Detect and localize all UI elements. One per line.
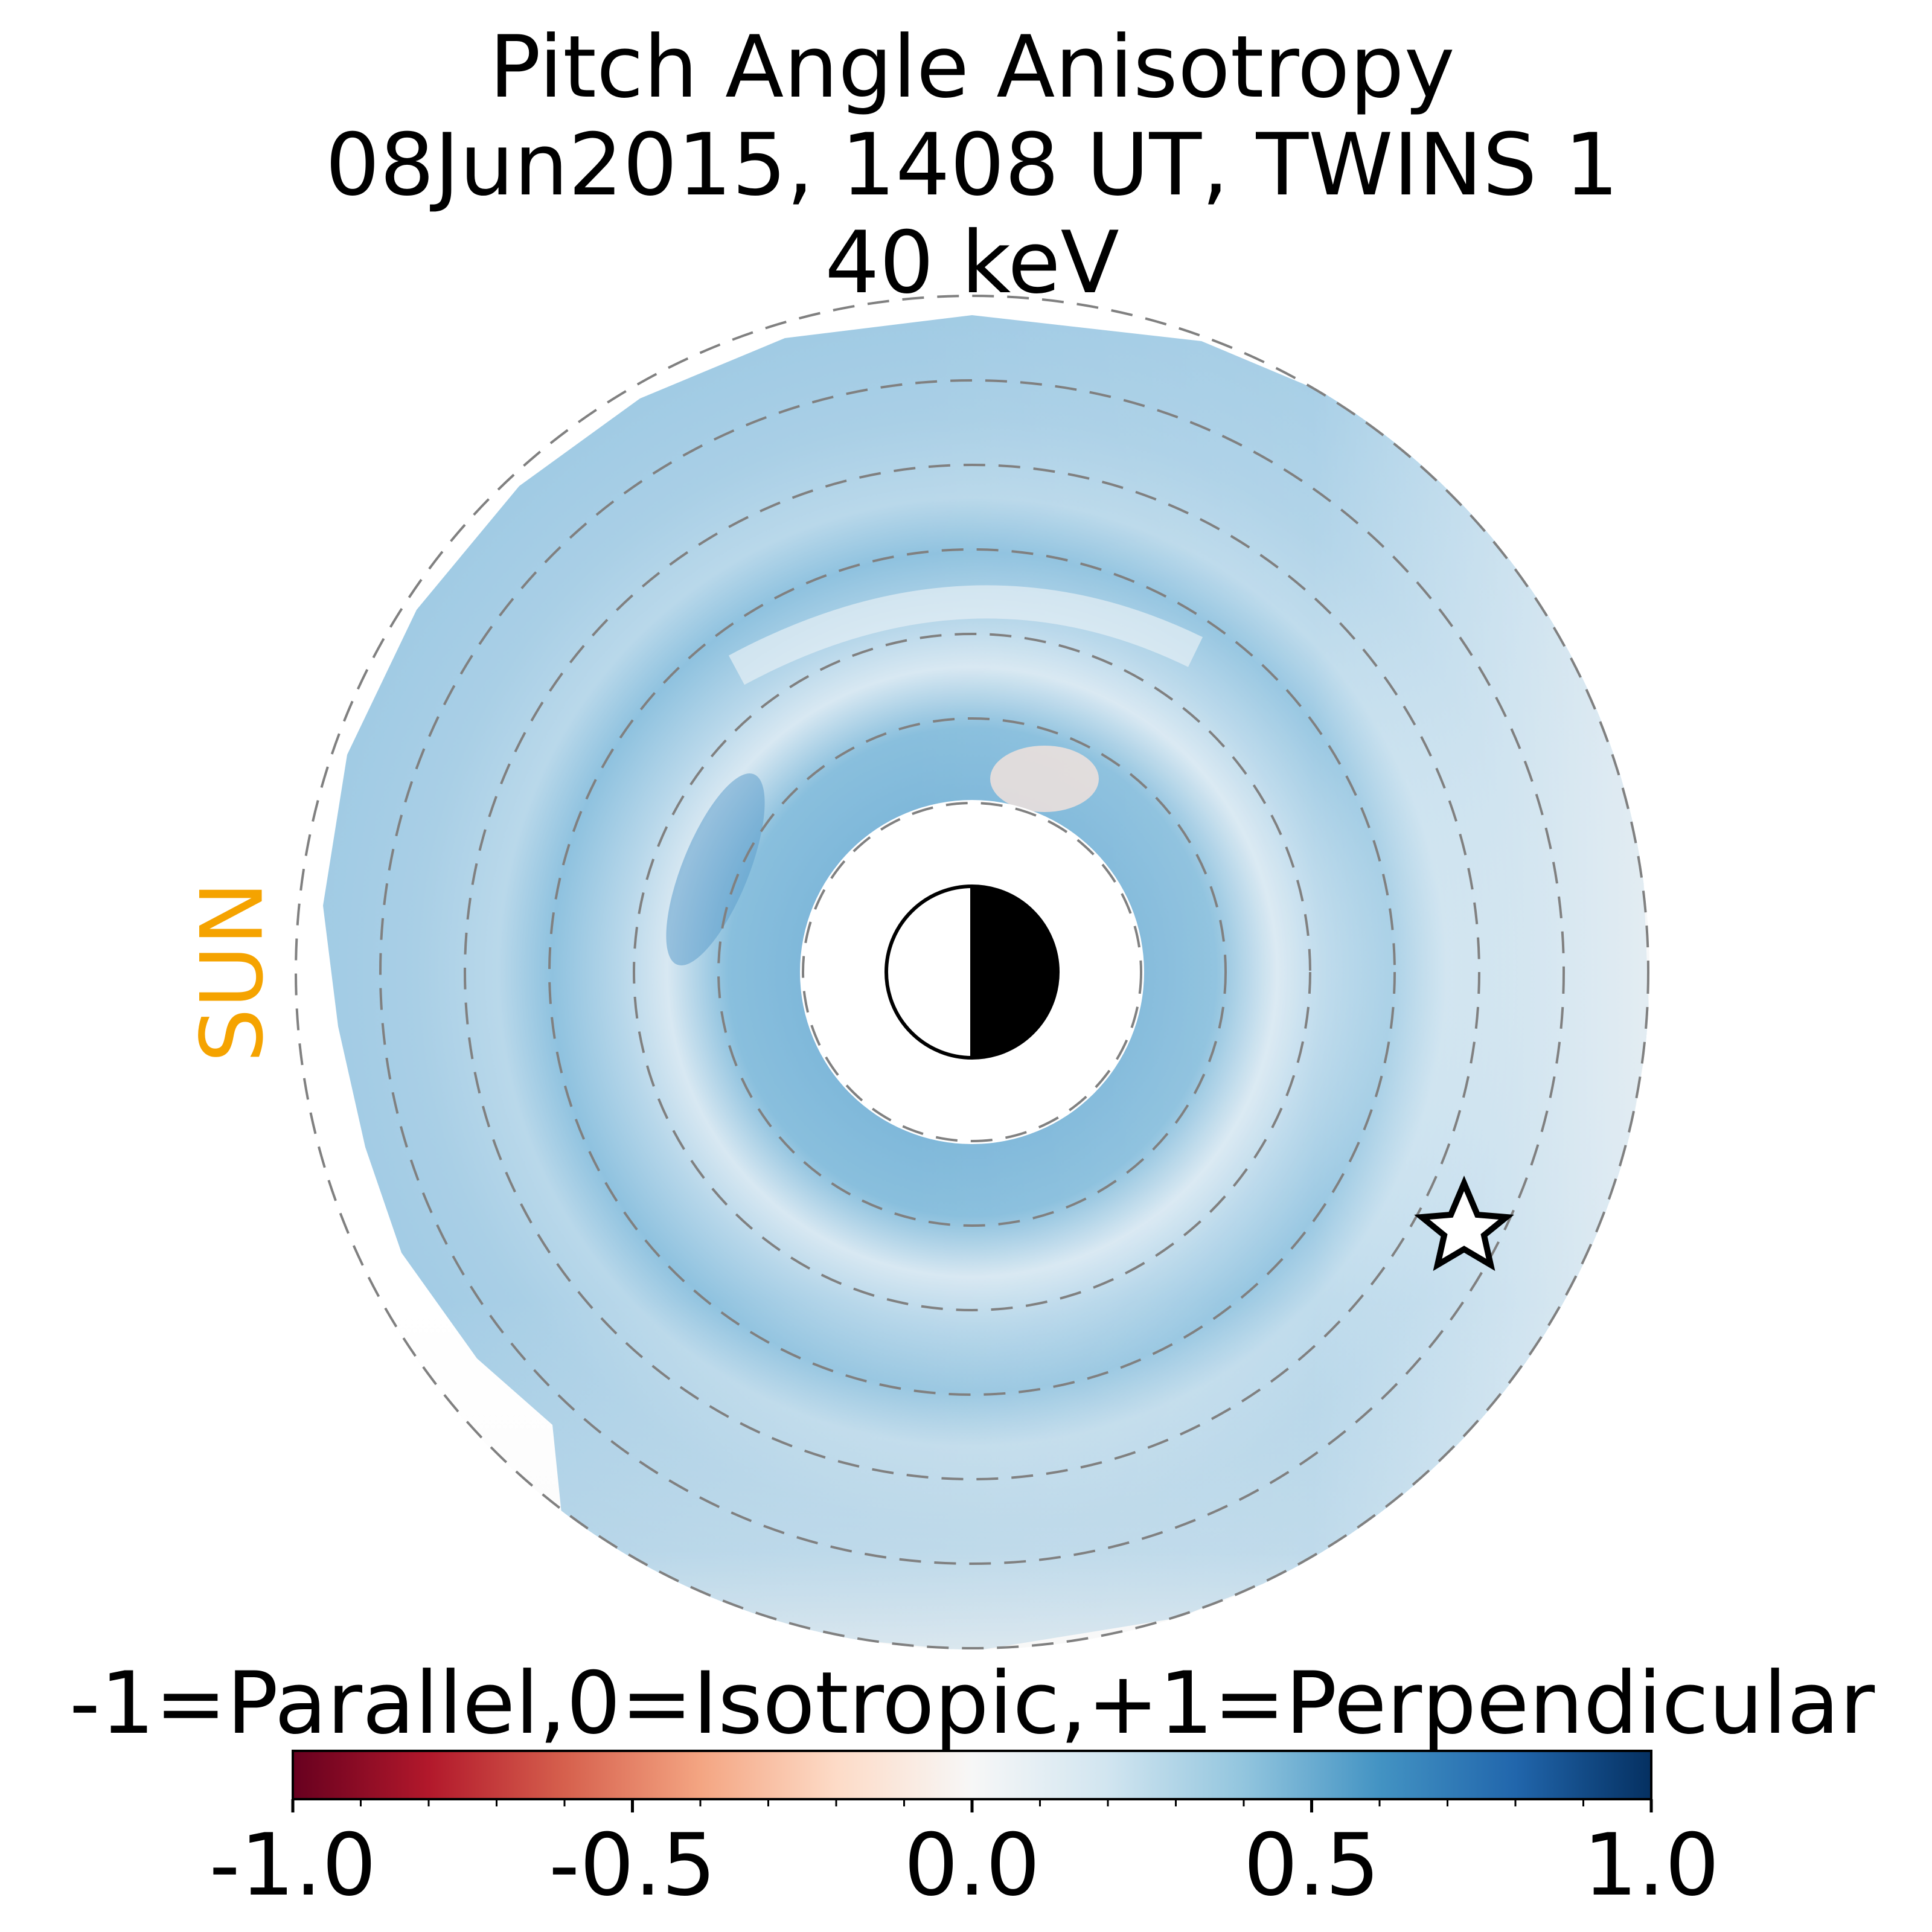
grid-circle-7 xyxy=(295,295,1649,1649)
title-line-1: Pitch Angle Anisotropy xyxy=(489,18,1455,117)
grid-circle-1 xyxy=(802,802,1142,1142)
colorbar-tick-label: 1.0 xyxy=(1583,1815,1719,1915)
grid-circle-2 xyxy=(717,717,1227,1227)
colorbar-ticks xyxy=(291,1799,1653,1812)
grid-circle-5 xyxy=(464,464,1480,1480)
colorbar-tick-label: -0.5 xyxy=(549,1815,716,1915)
colorbar-tick-label: -1.0 xyxy=(209,1815,376,1915)
colorbar-tick-labels: -1.0 -0.5 0.0 0.5 1.0 xyxy=(209,1815,1719,1915)
colorbar-tick-label: 0.0 xyxy=(904,1815,1040,1915)
colorbar xyxy=(292,1750,1652,1800)
earth-night-half xyxy=(972,886,1058,1058)
earth-symbol xyxy=(884,884,1060,1060)
colorbar-tick-label: 0.5 xyxy=(1244,1815,1380,1915)
colorbar-label: -1=Parallel,0=Isotropic,+1=Perpendicular xyxy=(69,1654,1875,1753)
isotropic-patch-feature xyxy=(990,746,1099,812)
grid-circle-6 xyxy=(379,379,1565,1565)
grid-circles xyxy=(295,295,1649,1649)
sun-label: SUN xyxy=(183,881,283,1063)
dark-band-feature xyxy=(666,773,765,965)
title-line-2: 08Jun2015, 1408 UT, TWINS 1 xyxy=(325,115,1619,215)
grid-circle-3 xyxy=(633,633,1311,1311)
bright-arc-feature xyxy=(728,585,1203,685)
grid-circle-4 xyxy=(548,548,1396,1396)
star-icon xyxy=(1414,1176,1514,1271)
